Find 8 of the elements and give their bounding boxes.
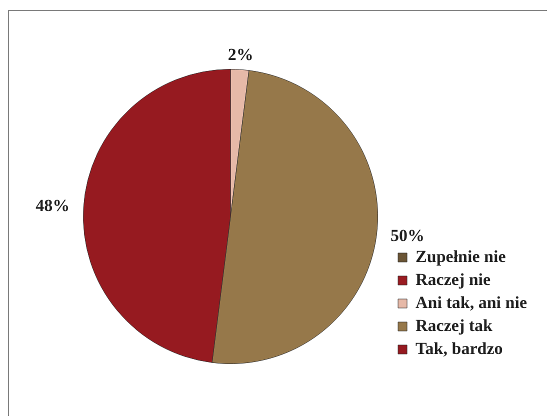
legend-label: Raczej nie	[416, 270, 492, 289]
data-label: 48%	[36, 196, 70, 215]
legend-label: Zupełnie nie	[416, 246, 506, 266]
legend-label: Raczej tak	[416, 316, 494, 335]
data-label: 2%	[228, 44, 254, 64]
legend-label: Tak, bardzo	[416, 338, 503, 358]
legend-label: Ani tak, ani nie	[416, 292, 528, 312]
data-label: 50%	[390, 226, 424, 246]
